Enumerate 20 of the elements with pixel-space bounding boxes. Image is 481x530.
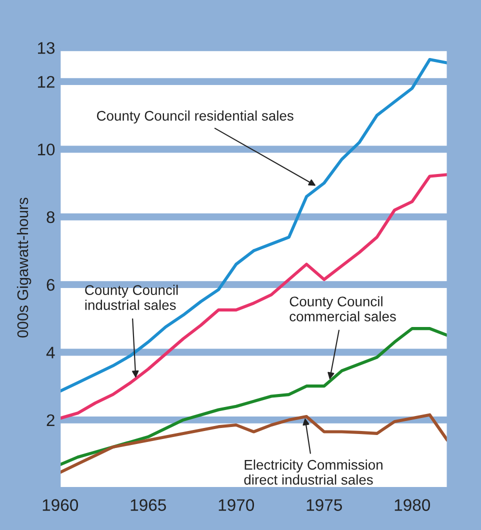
y-tick-label: 2 [46,414,54,426]
line-series [60,58,448,393]
annotation: County Council residential sales [96,110,294,124]
x-tick-label: 1970 [218,499,254,511]
x-tick-label: 1975 [306,499,342,511]
y-axis-title: 000s Gigawatt-hours [16,198,32,338]
y-tick-label: 8 [46,211,55,224]
annotation: County Council commercial sales [290,296,396,322]
x-tick-label: 1960 [42,499,78,511]
x-tick-label: 1980 [394,499,430,511]
y-tick-label: 10 [38,144,55,156]
annotation: County Council industrial sales [85,284,178,310]
x-tick-label: 1965 [130,499,166,511]
annotation: Electricity Commission direct industrial sales [244,460,382,485]
line-series [60,173,448,420]
y-tick-label: 6 [46,278,55,291]
line-series [60,413,448,474]
y-tick-label: 12 [38,76,54,88]
y-tick-label: 4 [46,346,55,358]
y-tick-label: 13 [38,42,55,54]
